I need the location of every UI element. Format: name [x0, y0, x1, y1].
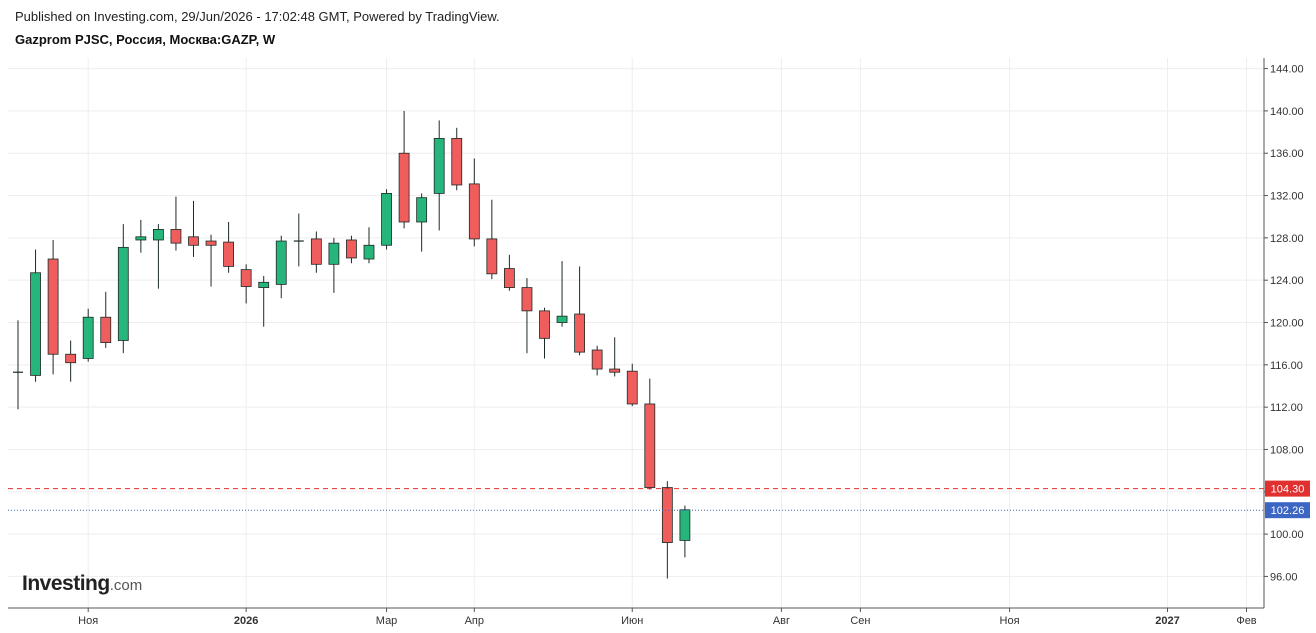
candle-body-down [521, 287, 533, 312]
candle-body-down [451, 138, 463, 186]
candle-body-down [539, 310, 550, 339]
candle-body-up [381, 193, 392, 246]
candle-body-down [398, 152, 410, 223]
price-tick-label: 108.00 [1270, 444, 1304, 456]
price-tick-label: 128.00 [1270, 233, 1304, 245]
symbol-title: Gazprom PJSC, Россия, Москва:GAZP, W [15, 32, 276, 47]
candle-body-down [609, 368, 621, 373]
candle-body-down [468, 183, 480, 240]
price-tick-label: 120.00 [1270, 318, 1304, 330]
price-tick-label: 132.00 [1270, 191, 1304, 203]
candle-body-down [47, 258, 59, 355]
candle-body-down [65, 353, 77, 364]
candle-body-down [486, 238, 498, 275]
candle-body-up [135, 236, 147, 241]
time-tick-label: Ноя [78, 615, 98, 627]
price-label-text: 102.26 [1271, 505, 1305, 517]
candle-body-down [626, 370, 638, 405]
logo-brand: Investing [22, 572, 110, 595]
candle-body-up [258, 281, 270, 288]
candle-body-down [188, 236, 199, 246]
candle-body-down [240, 269, 252, 287]
candle-body-down [170, 228, 182, 244]
candle-body-down [503, 268, 515, 288]
time-tick-label: 2027 [1155, 615, 1179, 627]
candle-body-up [152, 228, 164, 241]
candle-body-up [117, 246, 129, 341]
candle-body-down [310, 238, 322, 265]
price-tick-label: 136.00 [1270, 148, 1304, 160]
published-note: Published on Investing.com, 29/Jun/2026 … [15, 9, 500, 24]
price-label-text: 104.30 [1271, 484, 1305, 496]
candle-body-down [661, 487, 673, 543]
chart-header: Published on Investing.com, 29/Jun/2026 … [15, 9, 500, 48]
candle-body-down [223, 241, 235, 267]
candle-body-up [275, 240, 287, 285]
time-tick-label: Авг [773, 615, 790, 627]
time-tick-label: Ноя [1000, 615, 1020, 627]
candle-body-down [574, 313, 585, 353]
price-tick-label: 140.00 [1270, 106, 1304, 118]
candle-body-down [644, 403, 656, 488]
price-label-box [1265, 480, 1310, 497]
candle-body-up [679, 509, 691, 541]
price-tick-label: 96.00 [1270, 571, 1298, 583]
price-tick-label: 144.00 [1270, 64, 1304, 76]
candle-body-down [591, 349, 603, 370]
price-label-box [1265, 502, 1310, 519]
time-tick-label: 2026 [234, 615, 258, 627]
price-tick-label: 100.00 [1270, 529, 1304, 541]
candle-body-up [30, 272, 41, 376]
candle-body-down [205, 240, 217, 246]
investing-logo: Investing.com [22, 572, 142, 596]
time-tick-label: Июн [621, 615, 643, 627]
time-tick-label: Фев [1236, 615, 1256, 627]
candle-body-up [433, 138, 445, 194]
price-tick-label: 112.00 [1270, 402, 1303, 414]
time-tick-label: Мар [376, 615, 398, 627]
candle-body-up [556, 315, 568, 323]
candle-body-up [328, 242, 340, 265]
price-tick-label: 124.00 [1270, 275, 1304, 287]
candle-body-up [82, 316, 94, 359]
price-tick-label: 116.00 [1270, 360, 1303, 372]
time-tick-label: Апр [465, 615, 484, 627]
candle-body-up [363, 244, 375, 260]
time-tick-label: Сен [850, 615, 870, 627]
logo-domain: .com [109, 577, 143, 594]
candle-body-down [100, 316, 112, 344]
candle-body-down [346, 239, 357, 259]
candle-body-up [416, 197, 428, 223]
